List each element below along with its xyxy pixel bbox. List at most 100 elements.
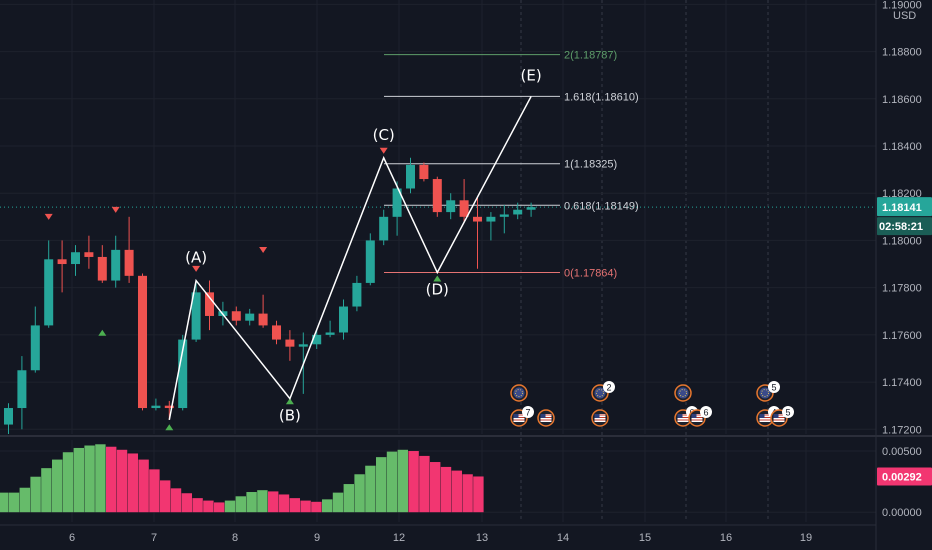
candle[interactable]: [379, 209, 389, 246]
y-tick-label: 1.18400: [882, 141, 922, 153]
candle[interactable]: [124, 216, 134, 283]
candle[interactable]: [406, 157, 415, 194]
candle[interactable]: [30, 306, 40, 373]
price-pane[interactable]: 2(1.18787) 1.618(1.18610) 1(1.18325) 0.618(…: [0, 50, 876, 434]
histogram-bar: [138, 459, 149, 513]
eu-flag-icon[interactable]: [674, 384, 692, 402]
candle[interactable]: [312, 330, 322, 350]
eu-flag-icon[interactable]: 5: [756, 381, 780, 402]
osc-y-tick-label: 0.00500: [882, 446, 922, 458]
us-flag-icon[interactable]: 6: [688, 406, 712, 427]
candle[interactable]: [499, 205, 509, 234]
histogram-bar: [235, 496, 246, 513]
oscillator-pane[interactable]: [0, 444, 484, 513]
us-flag-icon[interactable]: [537, 409, 555, 427]
candle-body: [151, 405, 161, 409]
eu-flag-icon[interactable]: 2: [591, 381, 615, 402]
fib-level-label: 1(1.18325): [564, 159, 617, 171]
x-tick-label: 7: [151, 532, 157, 544]
candle[interactable]: [526, 202, 536, 217]
candle[interactable]: [57, 240, 67, 293]
eu-flag-icon[interactable]: [510, 384, 528, 402]
y-tick-label: 1.19000: [882, 0, 922, 11]
histogram-bar: [224, 500, 236, 513]
histogram-bar: [278, 494, 290, 513]
x-tick-label: 6: [69, 532, 75, 544]
histogram-bar: [386, 451, 398, 513]
candle[interactable]: [245, 308, 255, 326]
candle-body: [17, 370, 27, 409]
histogram-bar: [397, 449, 408, 513]
candle[interactable]: [285, 330, 295, 361]
us-flag-icon[interactable]: [591, 409, 609, 427]
event-count-text: 5: [785, 408, 790, 418]
candle[interactable]: [352, 275, 362, 312]
candle[interactable]: [97, 245, 107, 283]
candle[interactable]: [365, 233, 375, 286]
fib-level-label: 0(1.17864): [564, 268, 617, 280]
candle[interactable]: [84, 235, 94, 269]
candle[interactable]: [258, 294, 268, 328]
candle[interactable]: [419, 162, 429, 182]
candle[interactable]: [513, 202, 523, 220]
histogram-bar: [62, 452, 74, 513]
candle[interactable]: [44, 240, 54, 328]
candle[interactable]: [446, 193, 456, 220]
candle[interactable]: [151, 398, 161, 411]
histogram-bar: [408, 451, 419, 513]
candle-body: [30, 325, 40, 371]
candle[interactable]: [231, 306, 241, 326]
x-tick-label: 13: [476, 532, 488, 544]
histogram-bar: [8, 492, 20, 513]
us-flag-canton: [594, 414, 600, 418]
candle-body: [473, 216, 482, 222]
candle[interactable]: [138, 273, 147, 411]
countdown-value: 02:58:21: [879, 221, 923, 233]
candle[interactable]: [191, 282, 201, 342]
candle[interactable]: [486, 212, 496, 241]
candle[interactable]: [205, 280, 214, 331]
histogram-bar: [246, 492, 257, 513]
histogram-bar: [332, 492, 344, 513]
x-tick-label: 15: [639, 532, 651, 544]
candle-body: [325, 332, 335, 335]
histogram-bar: [192, 498, 203, 513]
candle-body: [44, 259, 54, 326]
candle-body: [339, 306, 348, 333]
candle[interactable]: [459, 179, 469, 222]
candle[interactable]: [111, 235, 121, 288]
candle[interactable]: [17, 356, 27, 430]
x-tick-label: 16: [720, 532, 732, 544]
candle[interactable]: [339, 299, 348, 340]
y-tick-label: 1.17800: [882, 283, 922, 295]
candle[interactable]: [392, 181, 402, 236]
pattern-line[interactable]: [168, 96, 532, 420]
eu-stars: [515, 389, 523, 397]
histogram-bar: [0, 492, 9, 513]
us-flag-icon[interactable]: 5: [770, 406, 794, 427]
y-tick-label: 1.17600: [882, 330, 922, 342]
eu-stars: [761, 389, 769, 397]
histogram-bar: [257, 490, 268, 513]
event-count-badge: [522, 406, 534, 418]
candle[interactable]: [272, 320, 281, 345]
candle[interactable]: [432, 176, 442, 217]
candle[interactable]: [71, 245, 80, 276]
us-flag-canton: [540, 414, 546, 418]
us-flag-canton: [677, 414, 683, 418]
histogram-bar: [127, 453, 138, 513]
fractal-up-marker: [165, 424, 174, 431]
candle-body: [178, 339, 188, 409]
eu-stars: [596, 389, 604, 397]
x-tick-label: 19: [800, 532, 812, 544]
candle[interactable]: [473, 197, 482, 269]
us-flag-icon[interactable]: 7: [510, 406, 534, 427]
histogram-bar: [181, 493, 192, 513]
candle[interactable]: [178, 334, 188, 411]
fib-level-label: 0.618(1.18149): [564, 200, 639, 212]
x-tick-label: 12: [393, 532, 405, 544]
candle[interactable]: [4, 403, 13, 434]
candle[interactable]: [325, 320, 335, 338]
